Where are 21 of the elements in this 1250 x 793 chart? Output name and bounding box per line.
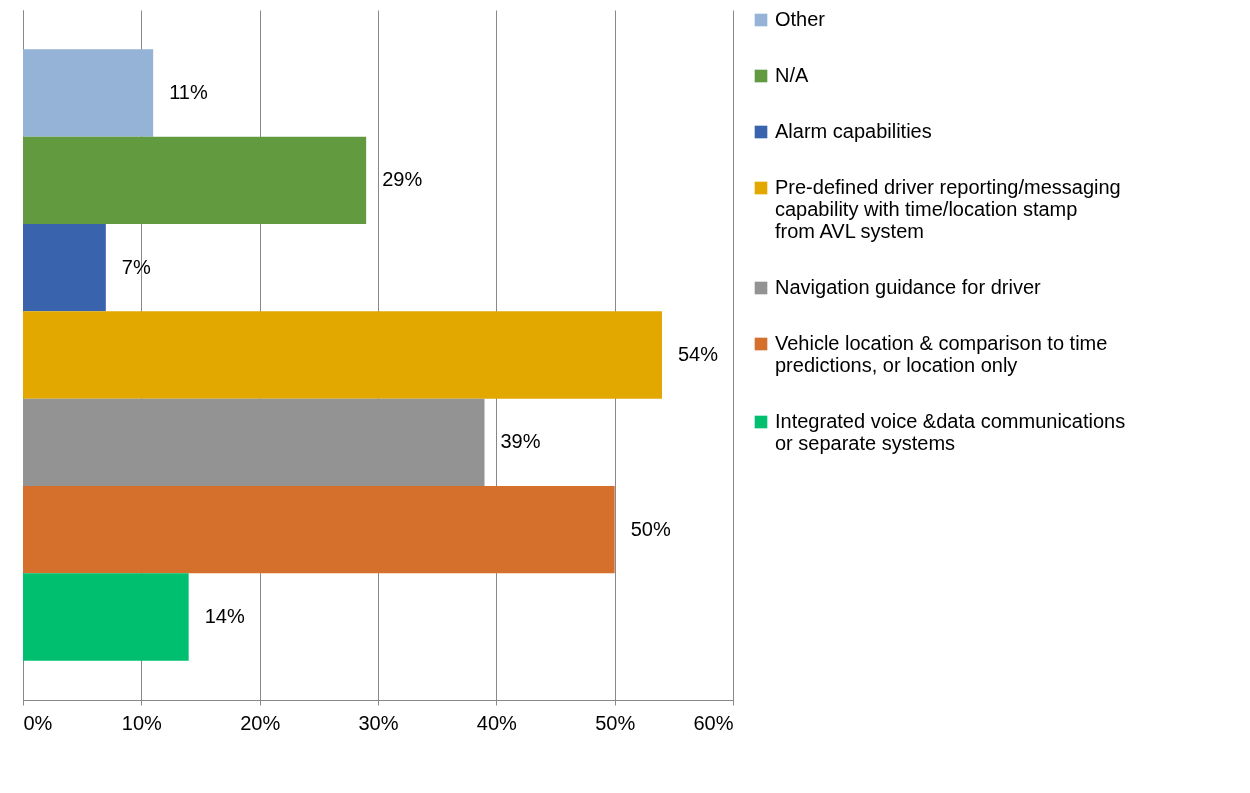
x-tick-label: 50% (595, 711, 636, 734)
x-tick-label: 10% (121, 711, 163, 734)
x-tick-label: 30% (358, 711, 399, 734)
data-label: 54% (678, 343, 719, 365)
data-label: 14% (204, 605, 245, 628)
x-tick-label: 60% (693, 711, 734, 734)
x-tick-label: 0% (23, 711, 53, 734)
legend-label: Other (775, 8, 826, 30)
data-label: 39% (500, 430, 541, 453)
data-label: 29% (382, 168, 423, 191)
legend-label: Alarm capabilities (775, 120, 932, 142)
data-label: 50% (630, 517, 671, 540)
x-tick-label: 40% (476, 711, 518, 734)
legend-label: Integrated voice &data communications or separate systems (775, 410, 1126, 454)
data-label: 11% (169, 80, 208, 103)
legend-label: N/A (775, 64, 809, 86)
legend-label: Vehicle location & comparison to time predictions, or location only (775, 332, 1108, 376)
legend-label: Pre-defined driver reporting/messaging capability with time/location stamp from AVL system (775, 176, 1121, 242)
data-label: 7% (121, 255, 151, 278)
x-tick-label: 20% (240, 711, 281, 734)
legend-label: Navigation guidance for driver (775, 276, 1042, 298)
